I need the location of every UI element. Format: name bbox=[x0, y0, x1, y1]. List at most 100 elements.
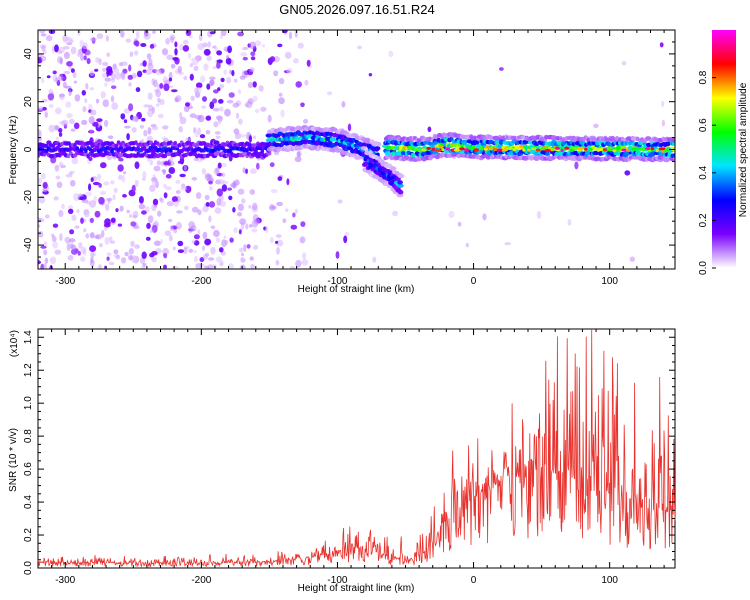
spectrogram-cell bbox=[152, 198, 159, 206]
spectrogram-cell bbox=[239, 264, 246, 269]
spectrogram-cell bbox=[251, 220, 258, 228]
spectrogram-cell bbox=[68, 89, 72, 97]
spectrogram-cell bbox=[157, 97, 161, 103]
spectrogram-cell bbox=[292, 212, 296, 218]
spectrogram-cell bbox=[128, 82, 132, 87]
spectrogram-cell bbox=[496, 148, 504, 152]
spectrogram-cell bbox=[165, 174, 172, 179]
spectrogram-cell bbox=[231, 70, 235, 77]
spectrogram-cell bbox=[238, 118, 243, 125]
colorbar-tick-label: 0.6 bbox=[698, 118, 709, 132]
spectrogram-cell bbox=[269, 205, 276, 211]
spectrogram-cell bbox=[194, 256, 198, 263]
spectrogram-cell bbox=[374, 146, 381, 151]
spectrogram-cell bbox=[627, 149, 631, 153]
spectrogram-cell bbox=[392, 210, 398, 217]
spectrogram-cell bbox=[128, 213, 133, 218]
spectrogram-cell bbox=[193, 249, 197, 254]
spectrogram-cell bbox=[66, 244, 71, 251]
colorbar-tick-label: 0.2 bbox=[698, 213, 709, 227]
spectrogram-cell bbox=[228, 92, 235, 98]
spectrogram-cell bbox=[128, 64, 132, 72]
spectrogram-cell bbox=[121, 257, 127, 264]
spectrogram-cell bbox=[147, 127, 152, 135]
spectrogram-cell bbox=[252, 81, 257, 88]
spectrogram-cell bbox=[535, 148, 541, 152]
spectrogram-cell bbox=[179, 116, 187, 125]
spectrogram-cell bbox=[52, 241, 58, 249]
spectrogram-cell bbox=[215, 167, 220, 175]
spectrogram-cell bbox=[114, 72, 122, 80]
spectrogram-cell bbox=[194, 131, 199, 138]
spectrogram-cell bbox=[103, 119, 109, 127]
spectrogram-cell bbox=[397, 173, 405, 179]
spectrogram-cell bbox=[95, 233, 103, 240]
spectrogram-cell bbox=[227, 45, 233, 54]
spectrogram-cell bbox=[134, 180, 139, 185]
spectrogram-cell bbox=[479, 147, 483, 151]
spectrogram-cell bbox=[133, 40, 139, 46]
spectrogram-cell bbox=[506, 146, 513, 150]
spectrogram-cell bbox=[225, 57, 232, 65]
spectrogram-cell bbox=[85, 191, 92, 197]
spectrogram-cell bbox=[209, 79, 214, 87]
spectrogram-cell bbox=[170, 36, 174, 44]
spectrogram-cell bbox=[212, 98, 218, 104]
spectrogram-cell bbox=[172, 57, 179, 61]
spectrogram-cell bbox=[237, 203, 244, 211]
spectrogram-cell bbox=[177, 160, 182, 164]
spectrogram-cell bbox=[187, 53, 192, 59]
spectrogram-cell bbox=[206, 83, 211, 90]
spectrogram-cell bbox=[593, 123, 599, 129]
spectrogram-cell bbox=[168, 167, 176, 174]
spectrogram-cell bbox=[145, 236, 151, 241]
spectrogram-cell bbox=[58, 93, 66, 98]
spectrogram-cell bbox=[38, 178, 43, 184]
spectrogram-cell bbox=[220, 260, 224, 267]
spectrogram-cell bbox=[288, 31, 293, 40]
spectrogram-cell bbox=[435, 149, 442, 153]
spectrogram-cell bbox=[55, 77, 59, 83]
spectrogram-cell bbox=[82, 106, 87, 113]
spectrogram-cell bbox=[147, 109, 154, 118]
spectrogram-cell bbox=[213, 229, 220, 238]
spectrogram-cell bbox=[249, 189, 256, 195]
spectrogram-cell bbox=[98, 243, 103, 248]
spectrogram-cell bbox=[81, 90, 87, 96]
spectrogram-cell bbox=[73, 193, 80, 201]
spectrogram-cell bbox=[73, 80, 77, 84]
spectrogram-cell bbox=[71, 244, 77, 251]
spectrogram-cell bbox=[189, 113, 197, 119]
spectrogram-cell bbox=[536, 211, 542, 219]
spectrogram-cell bbox=[70, 68, 75, 73]
spectrogram-cell bbox=[219, 247, 224, 253]
spectrogram-cell bbox=[84, 148, 88, 153]
spectrogram-cell bbox=[215, 135, 221, 139]
snr-x-tick-label: -100 bbox=[327, 575, 347, 586]
spectrogram-cell bbox=[269, 56, 276, 63]
spectrogram-cell bbox=[564, 146, 570, 150]
spectrogram-cell bbox=[156, 160, 161, 166]
spectrogram-cell bbox=[69, 229, 75, 235]
spectrogram-cell bbox=[58, 73, 64, 81]
spectrogram-cell bbox=[113, 187, 118, 193]
spectrogram-cell bbox=[128, 254, 134, 261]
spectrogram-cell bbox=[206, 55, 212, 62]
spectrogram-cell bbox=[193, 65, 199, 71]
spectrogram-cell bbox=[390, 166, 397, 171]
spectrogram-cell bbox=[573, 147, 580, 151]
spectrogram-cell bbox=[141, 251, 147, 259]
spectrogram-cell bbox=[66, 61, 73, 67]
spectrogram-cell bbox=[174, 97, 179, 103]
spectrogram-cell bbox=[421, 148, 427, 152]
spectrogram-cell bbox=[302, 252, 307, 260]
spectrogram-cell bbox=[202, 245, 205, 251]
spectrogram-cell bbox=[89, 70, 95, 77]
spectrogram-cell bbox=[83, 55, 87, 61]
spectrogram-cell bbox=[612, 149, 617, 153]
spectrogram-cell bbox=[74, 225, 80, 229]
spectrogram-cell bbox=[149, 159, 153, 166]
spectrogram-cell bbox=[372, 256, 377, 263]
spectrogram-cell bbox=[216, 188, 223, 197]
spectrogram-cell bbox=[151, 256, 158, 263]
